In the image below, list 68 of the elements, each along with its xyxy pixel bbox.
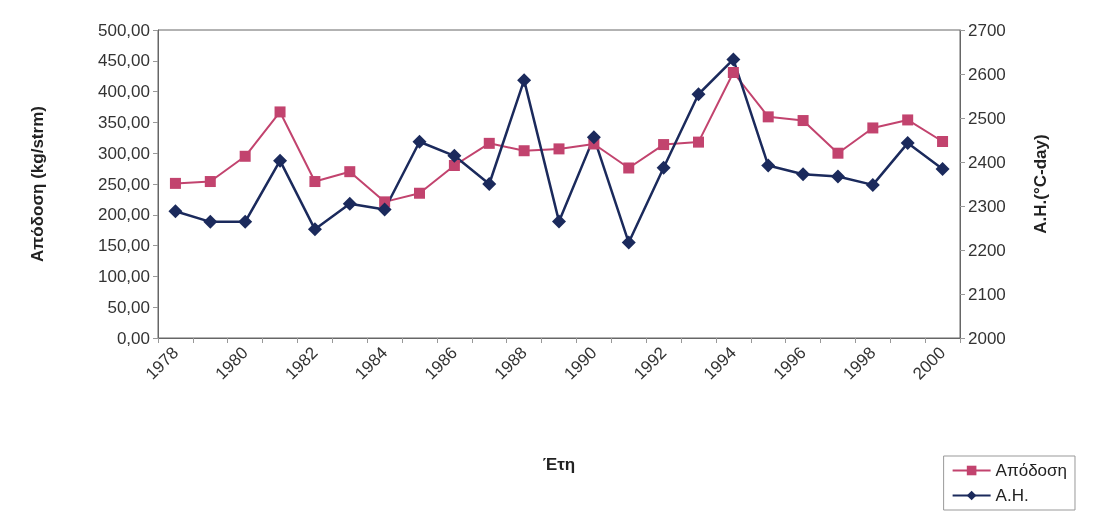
point: [553, 143, 565, 155]
point: [900, 136, 915, 151]
point: [552, 214, 566, 229]
y-tick-label: 400,00: [98, 82, 150, 102]
point: [518, 145, 530, 157]
point: [867, 122, 879, 134]
point: [274, 106, 286, 118]
point: [937, 136, 949, 147]
legend-label: Απόδοση: [995, 461, 1067, 480]
point: [307, 222, 322, 237]
y-tick-label: 350,00: [98, 112, 150, 132]
point: [865, 177, 880, 192]
point: [796, 167, 811, 182]
y-tick-label: 200,00: [98, 205, 150, 225]
point: [658, 139, 670, 151]
y2-tick-label: 2100: [968, 284, 1006, 304]
y2-axis-title: Α.Η.(°C-day): [1031, 134, 1050, 234]
y-tick-label: 0,00: [116, 328, 150, 348]
y2-tick-label: 2400: [968, 152, 1006, 172]
point: [204, 176, 216, 188]
y-tick-label: 500,00: [98, 20, 150, 40]
point: [727, 67, 739, 78]
point: [656, 160, 671, 175]
y2-tick-label: 2300: [968, 196, 1006, 216]
point: [621, 235, 636, 250]
y-tick-label: 150,00: [98, 236, 150, 256]
y2-tick-label: 2700: [968, 20, 1006, 40]
point: [832, 147, 844, 159]
point: [273, 153, 288, 168]
y2-tick-label: 2000: [968, 328, 1006, 348]
point: [482, 177, 497, 191]
point: [168, 204, 183, 219]
point: [483, 137, 495, 149]
point: [517, 73, 532, 88]
y-tick-label: 50,00: [107, 297, 150, 317]
point: [414, 187, 426, 199]
point: [586, 130, 601, 145]
point: [692, 136, 704, 148]
point: [342, 196, 357, 211]
y-tick-label: 450,00: [98, 51, 150, 71]
point: [830, 169, 845, 184]
y2-tick-label: 2600: [968, 64, 1006, 84]
point: [761, 158, 776, 173]
point: [412, 134, 427, 149]
point: [902, 114, 914, 126]
point: [309, 176, 321, 188]
legend-label: Α.Η.: [995, 486, 1029, 505]
y2-tick-label: 2200: [968, 240, 1006, 260]
point: [377, 202, 392, 217]
point: [935, 162, 950, 177]
point: [691, 87, 706, 102]
y-tick-label: 250,00: [98, 174, 150, 194]
point: [447, 148, 462, 163]
point: [762, 111, 774, 123]
point: [203, 214, 218, 229]
point: [797, 115, 809, 127]
point: [169, 177, 181, 189]
y2-tick-label: 2500: [968, 108, 1006, 128]
point: [448, 160, 460, 172]
y-tick-label: 100,00: [98, 266, 150, 286]
y-axis-title: Απόδοση (kg/strm): [28, 106, 47, 262]
point: [726, 52, 741, 67]
point: [238, 214, 253, 229]
x-axis-title: Έτη: [542, 455, 576, 474]
point: [623, 162, 635, 174]
point: [344, 166, 356, 178]
point: [239, 150, 251, 162]
y-tick-label: 300,00: [98, 143, 150, 163]
